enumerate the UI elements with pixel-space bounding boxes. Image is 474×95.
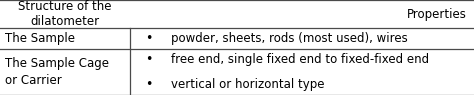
Text: powder, sheets, rods (most used), wires: powder, sheets, rods (most used), wires (171, 32, 407, 45)
Text: free end, single fixed end to fixed-fixed end: free end, single fixed end to fixed-fixe… (171, 53, 429, 66)
Text: •: • (146, 53, 153, 66)
Text: Structure of the
dilatometer: Structure of the dilatometer (18, 0, 112, 28)
Text: Properties: Properties (407, 8, 467, 21)
Text: vertical or horizontal type: vertical or horizontal type (171, 78, 324, 91)
Text: •: • (146, 32, 153, 45)
Text: The Sample: The Sample (5, 32, 75, 45)
Text: •: • (146, 78, 153, 91)
Text: The Sample Cage
or Carrier: The Sample Cage or Carrier (5, 57, 109, 87)
